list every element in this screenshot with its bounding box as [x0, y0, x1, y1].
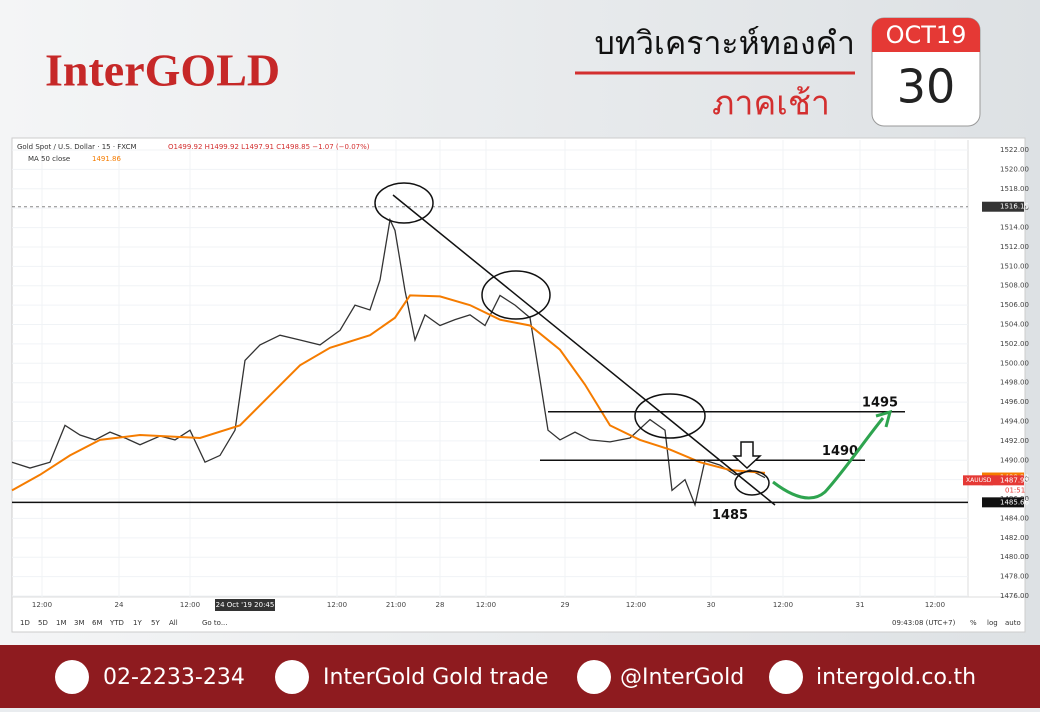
price-badge-label: 1516.15: [1000, 203, 1029, 211]
website: intergold.co.th: [816, 665, 976, 690]
level-label: 1485: [712, 508, 748, 523]
y-tick-label: 1504.00: [1000, 321, 1029, 329]
phone: 02-2233-234: [103, 665, 245, 690]
plot: 1476.001478.001480.001482.001484.001486.…: [11, 140, 1029, 611]
clock: 09:43:08 (UTC+7): [892, 619, 956, 627]
y-tick-label: 1520.00: [1000, 165, 1029, 173]
x-tick-label: 21:00: [386, 601, 406, 609]
facebook-icon: [275, 660, 309, 694]
price-line: [11, 217, 766, 508]
y-tick-label: 1482.00: [1000, 534, 1029, 542]
trend-line: [392, 194, 776, 506]
price-badge-label: 1485.66: [1000, 498, 1029, 506]
forecast-arrowhead: [875, 409, 893, 428]
y-tick-label: 1480.00: [1000, 553, 1029, 561]
crosshair-x-badge: [215, 599, 275, 611]
level-label: 1495: [862, 395, 898, 410]
price-badge: [982, 475, 1024, 486]
y-tick-label: 1484.00: [1000, 514, 1029, 522]
price-badge: [982, 201, 1024, 212]
chart-panel: [11, 137, 1026, 633]
annotations: [374, 182, 893, 506]
subtitle: ภาคเช้า: [712, 84, 830, 124]
footer-contacts: 02-2233-234 InterGold Gold trade @InterG…: [55, 660, 976, 694]
y-tick-label: 1518.00: [1000, 185, 1029, 193]
y-tick-label: 1506.00: [1000, 301, 1029, 309]
circle: [734, 470, 770, 496]
y-tick-label: 1508.00: [1000, 282, 1029, 290]
toolbar: 1D 5D 1M 3M 6M YTD 1Y 5Y All Go to... 09:43:08 (UT…: [20, 619, 1021, 627]
symbol-badge: [963, 475, 993, 486]
web-icon: [769, 660, 803, 694]
x-tick-label: 12:00: [925, 601, 945, 609]
phone-icon: [55, 660, 89, 694]
symbol-badge-label: XAUUSD: [966, 477, 992, 484]
down-arrow: [732, 441, 762, 470]
level-label: 1490: [822, 444, 858, 459]
x-tick-label: 12:00: [476, 601, 496, 609]
circle: [634, 393, 706, 439]
scale-option[interactable]: log: [987, 619, 998, 627]
logo: InterGOLD: [45, 45, 280, 96]
y-tick-label: 1514.00: [1000, 224, 1029, 232]
x-tick-label: 12:00: [773, 601, 793, 609]
x-tick-label: 24: [115, 601, 124, 609]
title: บทวิเคราะห์ทองคำ: [595, 24, 855, 62]
y-tick-label: 1478.00: [1000, 573, 1029, 581]
price-line: [11, 294, 766, 492]
calendar-day: 30: [897, 60, 956, 114]
circle: [374, 182, 434, 224]
x-tick-label: 12:00: [626, 601, 646, 609]
ohlc: O1499.92 H1499.92 L1497.91 C1498.85 −1.0…: [168, 143, 370, 151]
range-button[interactable]: 5Y: [151, 619, 160, 627]
price-badge: [982, 497, 1024, 508]
scale-option[interactable]: auto: [1005, 619, 1021, 627]
legend-ma: MA 50 close: [28, 155, 70, 163]
facebook: InterGold Gold trade: [323, 665, 548, 690]
y-tick-label: 1510.00: [1000, 262, 1029, 270]
x-tick-label: 12:00: [327, 601, 347, 609]
range-button[interactable]: YTD: [109, 619, 124, 627]
y-tick-label: 1500.00: [1000, 359, 1029, 367]
y-tick-label: 1476.00: [1000, 592, 1029, 600]
calendar: OCT19 30: [871, 17, 981, 127]
y-tick-label: 1492.00: [1000, 437, 1029, 445]
y-tick-label: 1522.00: [1000, 146, 1029, 154]
range-button[interactable]: 1Y: [133, 619, 142, 627]
circle: [481, 270, 551, 320]
y-tick-label: 1494.00: [1000, 417, 1029, 425]
line-id: @InterGold: [620, 665, 744, 690]
scale-option[interactable]: %: [970, 619, 977, 627]
calendar-month: OCT19: [886, 21, 967, 49]
price-badge-label: 1487.93: [1000, 476, 1029, 484]
x-tick-label: 12:00: [180, 601, 200, 609]
y-tick-label: 1498.00: [1000, 379, 1029, 387]
symbol: Gold Spot / U.S. Dollar · 15 · FXCM: [17, 143, 137, 151]
y-tick-label: 1512.00: [1000, 243, 1029, 251]
x-tick-label: 31: [856, 601, 865, 609]
range-button[interactable]: 6M: [92, 619, 103, 627]
x-tick-label: 30: [707, 601, 716, 609]
y-tick-label: 1490.00: [1000, 456, 1029, 464]
range-button[interactable]: All: [169, 619, 178, 627]
countdown: 01:51: [1005, 486, 1025, 494]
legend-ma-value: 1491.86: [92, 155, 121, 163]
x-tick-label: 29: [561, 601, 570, 609]
forecast-path: [772, 417, 885, 500]
calendar-top: [872, 18, 980, 52]
y-tick-label: 1496.00: [1000, 398, 1029, 406]
range-button[interactable]: 1M: [56, 619, 67, 627]
x-tick-label: 28: [436, 601, 445, 609]
range-button[interactable]: 3M: [74, 619, 85, 627]
crosshair-x-label: 24 Oct '19 20:45: [216, 601, 275, 609]
footer: [0, 645, 1040, 708]
y-tick-label: 1502.00: [1000, 340, 1029, 348]
x-tick-label: 12:00: [32, 601, 52, 609]
goto-button[interactable]: Go to...: [202, 619, 228, 627]
line-icon: [577, 660, 611, 694]
range-button[interactable]: 5D: [38, 619, 48, 627]
range-button[interactable]: 1D: [20, 619, 30, 627]
